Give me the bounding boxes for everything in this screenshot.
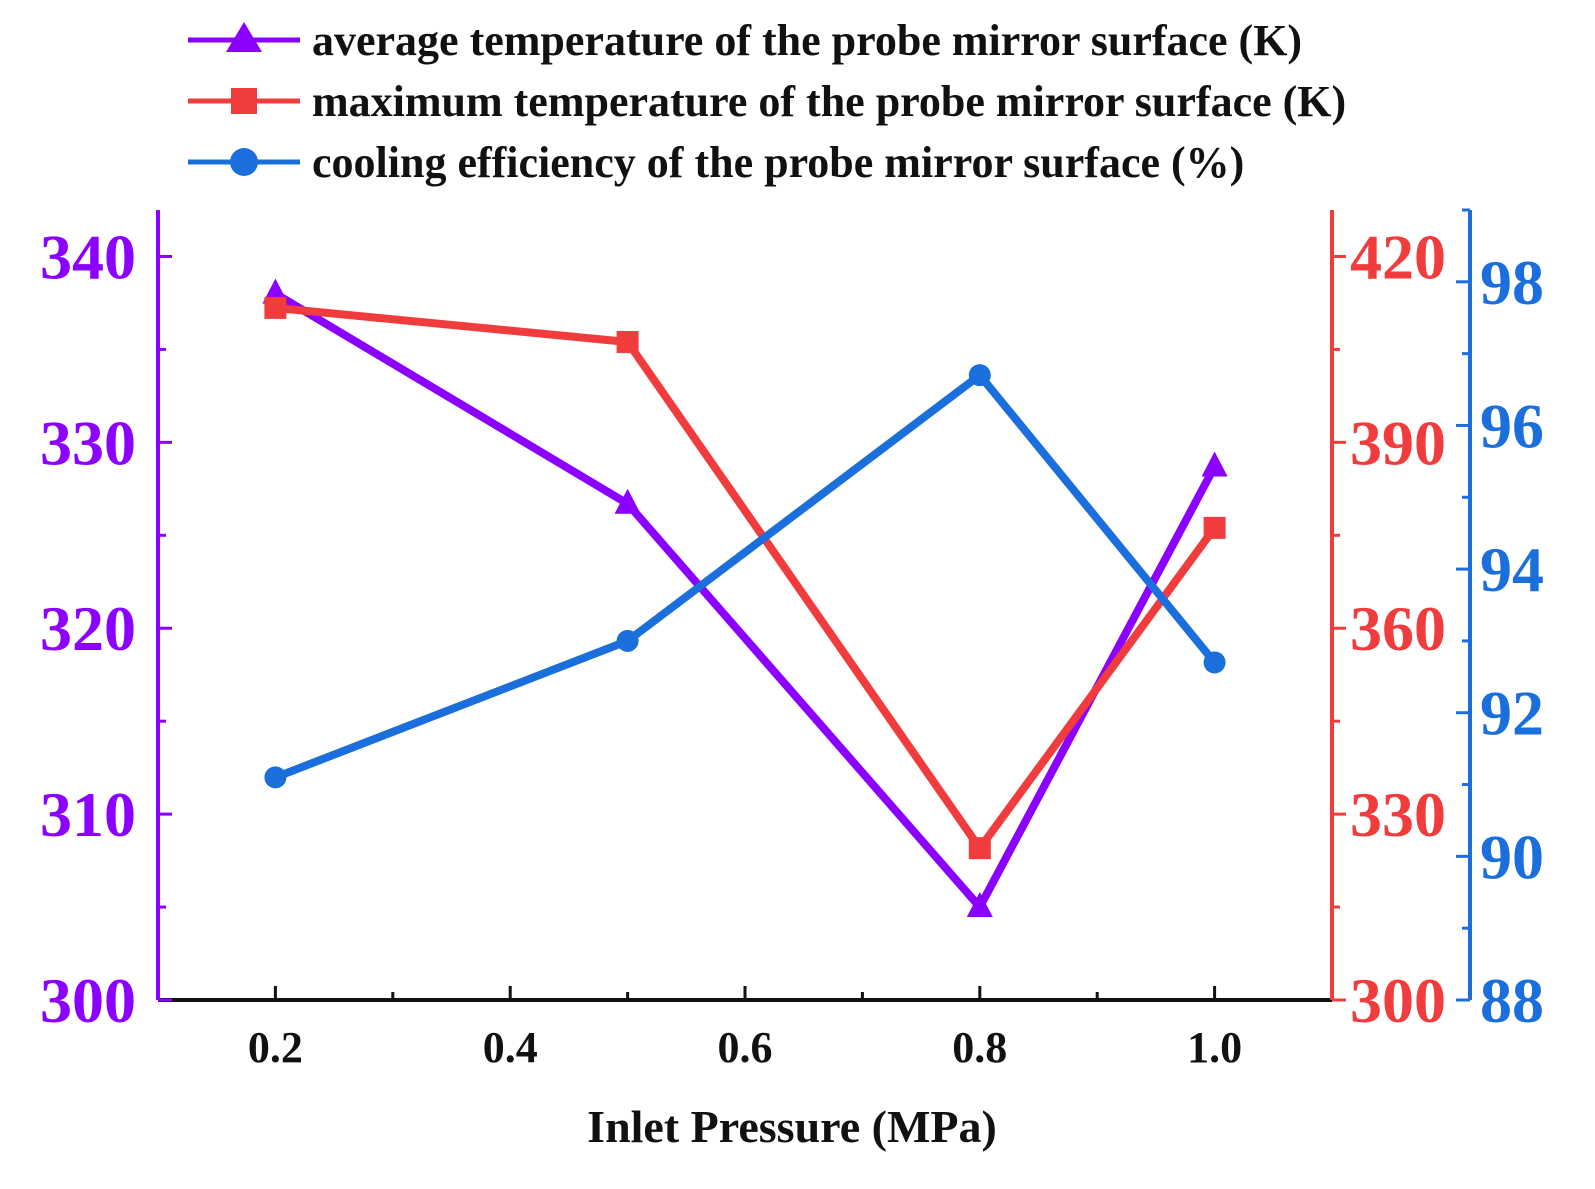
data-point-triangle [1201, 451, 1228, 477]
right-tick-label-efficiency: 94 [1480, 534, 1544, 605]
right-tick-label-temperature: 360 [1350, 593, 1446, 664]
legend-label-maximum-temperature: maximum temperature of the probe mirror … [312, 77, 1346, 126]
legend-entry-maximum-temperature: maximum temperature of the probe mirror … [188, 77, 1346, 126]
series-line [275, 303, 1218, 856]
x-tick-label: 0.4 [483, 1023, 538, 1072]
data-point-square [1203, 516, 1226, 539]
series-circle [264, 364, 1226, 789]
x-tick-label: 0.2 [248, 1023, 303, 1072]
left-tick-label: 320 [40, 593, 136, 664]
right-tick-label-temperature: 420 [1350, 221, 1446, 292]
left-tick-label: 340 [40, 221, 136, 292]
series-triangle [262, 278, 1228, 918]
legend-label-cooling-efficiency: cooling efficiency of the probe mirror s… [312, 138, 1244, 187]
series-line [273, 369, 1218, 782]
x-tick-label: 0.8 [952, 1023, 1007, 1072]
legend-marker-square [231, 88, 257, 114]
data-point-circle [264, 766, 287, 789]
plot-area [262, 278, 1228, 918]
x-tick-label: 1.0 [1187, 1023, 1242, 1072]
left-tick-label: 300 [40, 965, 136, 1036]
data-point-square [616, 330, 639, 353]
right-tick-label-temperature: 300 [1350, 965, 1446, 1036]
axes: 0.2 0.4 0.6 0.8 1.0 300 310 320 330 340 300 330 360 3… [40, 208, 1544, 1072]
data-point-circle [968, 364, 991, 387]
legend-marker-triangle [226, 22, 262, 52]
series-square [264, 296, 1226, 860]
left-tick-label: 310 [40, 779, 136, 850]
right-tick-label-efficiency: 92 [1480, 678, 1544, 749]
right-tick-label-efficiency: 96 [1480, 390, 1544, 461]
right-tick-label-efficiency: 90 [1480, 821, 1544, 892]
legend: average temperature of the probe mirror … [188, 16, 1346, 187]
left-tick-label: 330 [40, 407, 136, 478]
data-point-square [968, 837, 991, 860]
legend-entry-average-temperature: average temperature of the probe mirror … [188, 16, 1302, 65]
right-tick-label-efficiency: 98 [1480, 247, 1544, 318]
data-point-triangle [614, 488, 641, 514]
data-point-square [264, 296, 287, 319]
x-tick-label: 0.6 [718, 1023, 773, 1072]
data-point-triangle [966, 892, 993, 918]
legend-marker-circle [230, 148, 258, 176]
data-point-circle [1203, 651, 1226, 674]
right-tick-label-temperature: 390 [1350, 407, 1446, 478]
legend-entry-cooling-efficiency: cooling efficiency of the probe mirror s… [188, 138, 1244, 187]
right-tick-label-temperature: 330 [1350, 779, 1446, 850]
legend-label-average-temperature: average temperature of the probe mirror … [312, 16, 1302, 65]
x-axis-label: Inlet Pressure (MPa) [587, 1101, 997, 1152]
series-line [273, 290, 1219, 915]
right-tick-label-efficiency: 88 [1480, 965, 1544, 1036]
data-point-circle [616, 629, 639, 652]
